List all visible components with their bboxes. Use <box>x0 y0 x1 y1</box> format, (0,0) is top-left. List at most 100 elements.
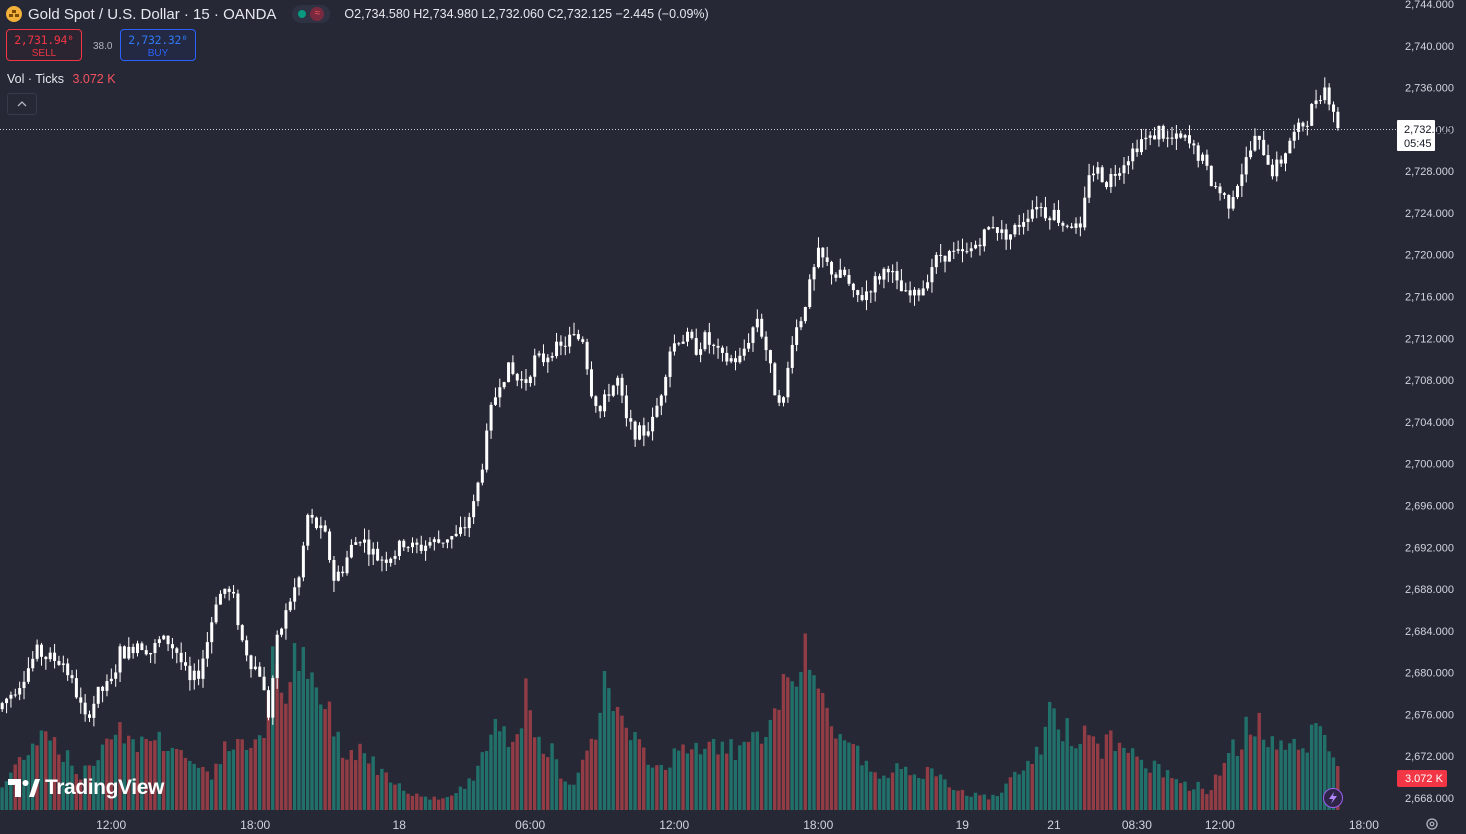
candle-body <box>672 343 676 352</box>
volume-bar <box>1213 774 1218 810</box>
candle-body <box>210 622 214 643</box>
volume-bar <box>633 732 637 810</box>
candle-body <box>1131 148 1135 162</box>
candle-body <box>965 251 969 253</box>
volume-bar <box>301 647 305 810</box>
candle-body <box>1201 154 1205 161</box>
candle-body <box>415 542 419 545</box>
candle-body <box>48 652 52 660</box>
candle-body <box>472 501 476 518</box>
volume-bar <box>1205 794 1209 810</box>
volume-bar <box>1301 748 1305 810</box>
candle-body <box>1166 137 1170 139</box>
candle-body <box>0 703 4 710</box>
volume-bar <box>445 796 450 810</box>
volume-bar <box>118 722 122 810</box>
gear-icon[interactable] <box>1423 815 1441 833</box>
volume-bar <box>751 732 755 810</box>
candle-body <box>668 351 672 377</box>
volume-bar <box>1183 781 1187 810</box>
candle-body <box>712 344 716 346</box>
volume-bar <box>890 772 895 810</box>
volume-bar <box>511 741 515 810</box>
tradingview-logo[interactable]: TradingView <box>8 776 164 800</box>
volume-bar <box>1074 748 1078 810</box>
volume-bar <box>358 743 362 810</box>
high-value: 2,734.980 <box>422 7 478 21</box>
volume-bar <box>419 796 423 810</box>
price-tick-label: 2,744.000 <box>1405 0 1454 11</box>
volume-bar <box>57 754 61 810</box>
candle-body <box>921 288 925 296</box>
volume-bar <box>157 731 161 810</box>
candle-body <box>550 356 554 358</box>
volume-bar <box>502 726 506 810</box>
volume-bar <box>1222 762 1226 810</box>
volume-bar <box>30 743 35 810</box>
symbol-title[interactable]: Gold Spot / U.S. Dollar · 15 · OANDA <box>28 5 277 23</box>
symbol-legend[interactable]: Gold Spot / U.S. Dollar · 15 · OANDA ≈ O… <box>6 3 709 25</box>
volume-bars <box>0 633 1340 810</box>
candle-body <box>934 254 938 268</box>
volume-bar <box>720 741 725 810</box>
candle-body <box>1235 185 1239 198</box>
candle-body <box>1305 125 1309 127</box>
volume-bar <box>39 730 44 810</box>
collapse-legend-button[interactable] <box>7 93 37 115</box>
candle-body <box>1244 157 1248 175</box>
candle-body <box>319 525 323 529</box>
volume-bar <box>153 740 157 810</box>
volume-bar <box>1161 777 1165 810</box>
market-status-pill[interactable]: ≈ <box>292 5 331 23</box>
time-axis[interactable]: 12:00 18:00 18 06:00 12:00 18:00 19 21 08:30 12:0… <box>96 818 1379 832</box>
volume-bar <box>284 703 288 810</box>
volume-bar <box>1043 726 1048 810</box>
candle-body <box>332 559 336 581</box>
volume-bar <box>192 763 196 810</box>
price-tick-label: 2,716.000 <box>1405 292 1454 304</box>
volume-bar <box>982 794 986 810</box>
candle-body <box>74 678 78 698</box>
volume-bar <box>781 673 786 810</box>
candle-body <box>310 514 314 518</box>
volume-bar <box>738 745 742 810</box>
volume-bar <box>388 782 393 810</box>
volume-bar <box>179 750 183 810</box>
candle-body <box>197 670 201 679</box>
volume-bar <box>476 765 480 810</box>
candle-body <box>328 531 332 560</box>
lightning-icon[interactable] <box>1323 788 1343 808</box>
candle-body <box>358 542 362 544</box>
volume-bar <box>428 799 432 810</box>
price-tick-label: 2,736.000 <box>1405 83 1454 95</box>
volume-value-tag: 3.072 K <box>1397 770 1447 787</box>
candle-body <box>646 431 650 436</box>
candle-body <box>166 635 170 645</box>
candle-body <box>1004 229 1008 240</box>
volume-bar <box>1200 788 1205 810</box>
volume-bar <box>375 774 380 810</box>
candle-body <box>205 642 209 659</box>
volume-legend[interactable]: Vol · Ticks 3.072 K <box>7 72 116 86</box>
candle-body <box>830 261 834 275</box>
volume-bar <box>380 768 384 810</box>
candle-body <box>751 327 755 343</box>
volume-bar <box>930 768 934 810</box>
volume-bar <box>524 678 528 810</box>
volume-bar <box>1253 736 1257 810</box>
candle-body <box>812 267 816 280</box>
volume-bar <box>323 709 327 810</box>
volume-bar <box>886 777 890 810</box>
buy-button[interactable]: 2,732.32⁰ BUY <box>120 29 196 61</box>
volume-bar <box>799 671 803 810</box>
candle-body <box>917 289 921 296</box>
volume-bar <box>227 751 231 810</box>
volume-bar <box>580 759 585 810</box>
sell-button[interactable]: 2,731.94⁰ SELL <box>6 29 82 61</box>
candle-body <box>454 533 458 537</box>
price-axis[interactable]: 2,744.0002,740.0002,736.0002,732.0002,72… <box>1405 0 1454 805</box>
volume-bar <box>1157 764 1161 810</box>
price-tick-label: 2,712.000 <box>1405 333 1454 345</box>
volume-bar <box>1056 729 1061 810</box>
